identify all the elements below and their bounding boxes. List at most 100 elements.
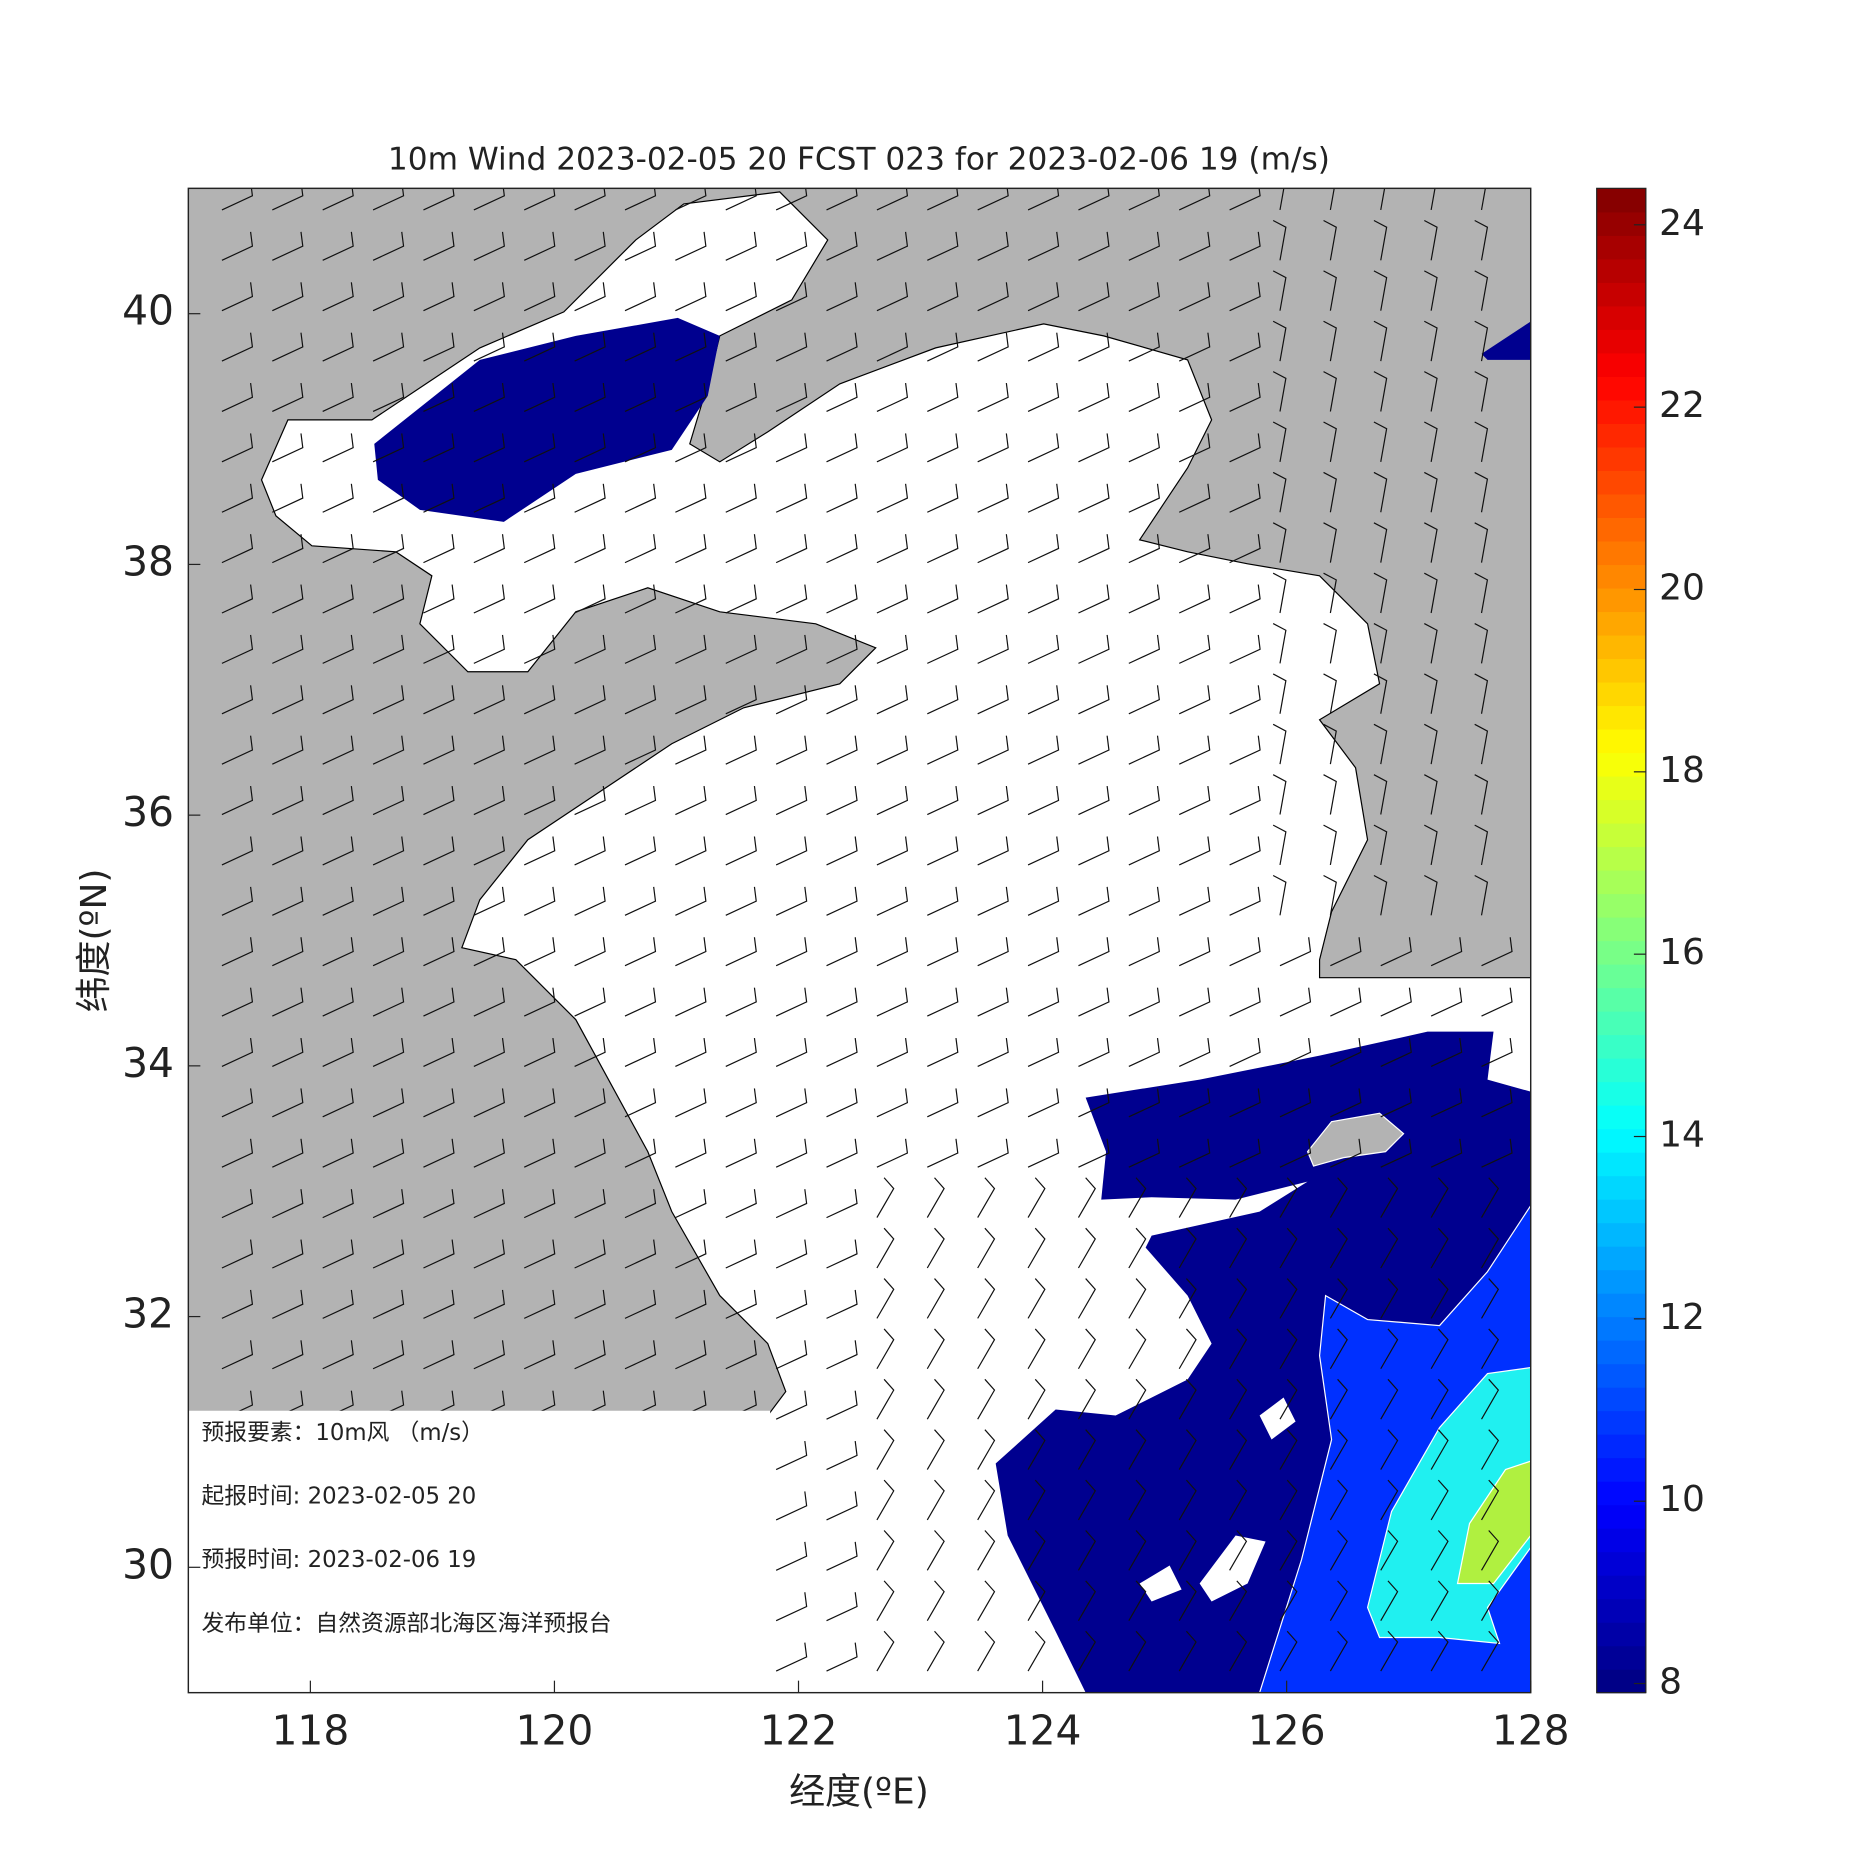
wind-barb [775,382,808,413]
wind-barb [1178,1328,1197,1370]
wind-barb [675,987,707,1017]
wind-barb [473,786,505,816]
wind-barb [876,1088,909,1118]
wind-barb [675,1138,707,1168]
wind-barb [473,584,505,614]
wind-barb [372,188,405,211]
wind-barb [624,1037,657,1068]
wind-barb [675,786,707,816]
wind-barb [574,282,606,312]
wind-barb [876,332,909,362]
colorbar-segment [1596,1598,1646,1623]
wind-barb [574,382,606,413]
wind-barb [221,188,254,211]
x-tick-label: 128 [1492,1706,1570,1754]
wind-barb [1128,332,1160,362]
wind-barb [322,1340,354,1370]
wind-barb [1424,522,1438,563]
wind-barb [423,987,455,1017]
wind-barb [624,483,657,513]
wind-barb [624,584,657,614]
wind-barb [675,231,707,261]
wind-barb [675,1037,707,1068]
map-title: 10m Wind 2023-02-05 20 FCST 023 for 2023… [388,142,1330,178]
wind-barb [1481,1580,1500,1621]
wind-barb [1279,937,1312,967]
wind-barb [1229,534,1261,564]
wind-barb [372,483,405,513]
wind-barb [372,1289,405,1319]
wind-barb [1272,673,1287,714]
wind-barb [775,1642,808,1672]
wind-barb [675,332,707,362]
wind-barb [1424,320,1438,362]
colorbar-segment [1596,893,1646,918]
wind-barb [1279,1328,1298,1370]
wind-barb [1279,1580,1298,1621]
wind-barb [1430,1630,1449,1672]
wind-barb [977,188,1009,211]
wind-barb [1229,188,1261,211]
wind-barb [1128,1088,1160,1118]
wind-barb [1078,188,1110,211]
wind-barb [1178,382,1211,413]
wind-barb [775,786,808,816]
wind-barb [523,534,556,564]
wind-barb [1078,1138,1110,1168]
wind-barb [272,188,304,211]
wind-barb [1279,188,1285,211]
wind-barb [1027,1630,1046,1672]
wind-barb [1078,886,1110,916]
wind-barb [624,382,657,413]
wind-barb [322,433,354,463]
wind-barb [1380,1278,1399,1319]
wind-barb [1027,685,1060,715]
colorbar-segment [1596,587,1646,613]
wind-barb [1474,623,1489,664]
wind-barb [1329,1328,1348,1370]
wind-barb [1481,1177,1500,1218]
wind-barb [775,836,808,866]
wind-barb [1078,433,1110,463]
wind-barb [624,231,657,261]
wind-barb [876,1378,895,1420]
wind-barb [1229,886,1261,916]
wind-barb [1178,1630,1197,1672]
wind-barb [1272,623,1287,664]
wind-barb [1430,1177,1449,1218]
wind-barb [876,1227,895,1269]
wind-barb [977,1630,996,1672]
wind-barb [1424,421,1438,462]
wind-barb [977,1227,996,1269]
wind-barb [977,382,1009,413]
wind-barb [1373,270,1388,311]
wind-barb [876,1177,895,1218]
wind-barb [272,1340,304,1370]
info-line: 起报时间: 2023-02-05 20 [202,1484,477,1510]
wind-barb [1380,1429,1399,1470]
wind-barb [1323,874,1337,916]
colorbar-tick-label: 20 [1659,567,1705,608]
wind-barb [1128,886,1160,916]
wind-barb [322,685,354,715]
wind-barb [1027,382,1060,413]
wind-barb [927,685,959,715]
wind-barb [977,735,1009,765]
colorbar-segment [1596,1011,1646,1036]
wind-barb [221,1289,254,1319]
wind-barb [1424,874,1438,916]
wind-barb [1027,1479,1046,1521]
wind-barb [1077,1630,1096,1672]
colorbar-tick-label: 22 [1659,385,1705,426]
wind-barb [876,1429,895,1470]
x-tick-label: 122 [760,1706,838,1754]
wind-barb [876,987,909,1017]
wind-barb [826,332,858,362]
wind-barb [775,584,808,614]
wind-barb [1323,219,1337,261]
wind-barb [423,937,455,967]
wind-barb [1323,371,1337,412]
wind-barb [523,231,556,261]
wind-barb [574,1037,606,1068]
colorbar-segment [1596,329,1646,354]
